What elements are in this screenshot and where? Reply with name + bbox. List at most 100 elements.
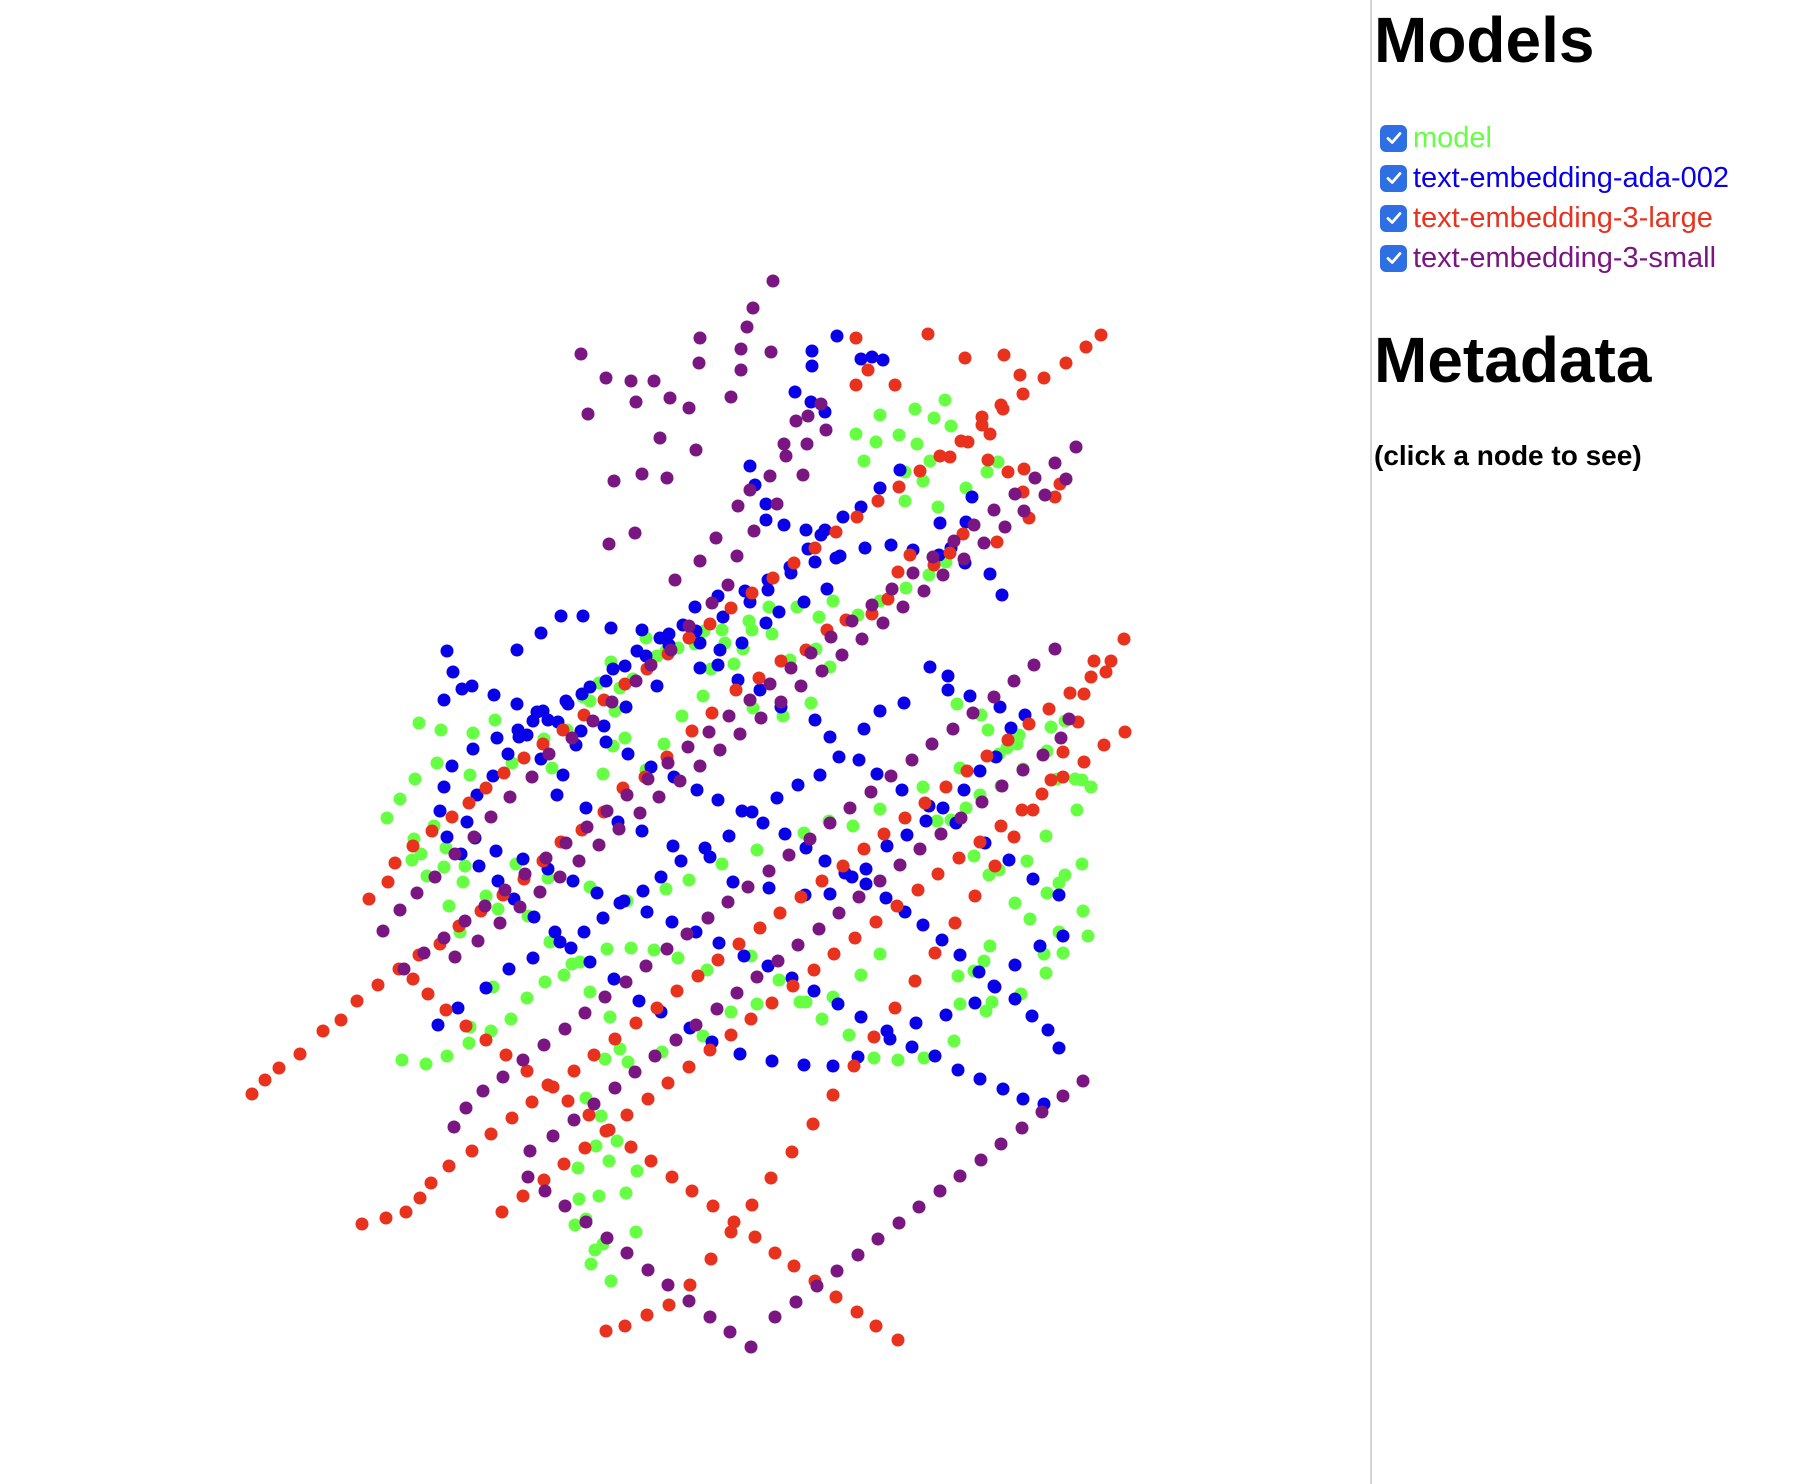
point-text-embedding-3-small[interactable]	[936, 568, 950, 582]
point-model[interactable]	[815, 1012, 829, 1026]
point-text-embedding-ada-002[interactable]	[823, 887, 837, 901]
point-text-embedding-3-small[interactable]	[410, 886, 424, 900]
point-text-embedding-ada-002[interactable]	[510, 643, 524, 657]
point-text-embedding-3-large[interactable]	[871, 494, 885, 508]
model-toggle-model[interactable]: model	[1380, 118, 1729, 158]
point-text-embedding-ada-002[interactable]	[737, 949, 751, 963]
point-text-embedding-3-large[interactable]	[505, 1111, 519, 1125]
point-text-embedding-3-small[interactable]	[912, 1200, 926, 1214]
point-text-embedding-ada-002[interactable]	[666, 839, 680, 853]
point-text-embedding-ada-002[interactable]	[527, 910, 541, 924]
point-text-embedding-ada-002[interactable]	[446, 665, 460, 679]
point-text-embedding-3-small[interactable]	[546, 1129, 560, 1143]
point-text-embedding-ada-002[interactable]	[693, 661, 707, 675]
point-text-embedding-3-large[interactable]	[861, 363, 875, 377]
point-text-embedding-ada-002[interactable]	[762, 881, 776, 895]
point-text-embedding-ada-002[interactable]	[1025, 1009, 1039, 1023]
point-text-embedding-3-small[interactable]	[628, 526, 642, 540]
point-text-embedding-3-small[interactable]	[393, 903, 407, 917]
point-text-embedding-3-large[interactable]	[516, 1189, 530, 1203]
point-text-embedding-3-small[interactable]	[987, 690, 1001, 704]
point-text-embedding-ada-002[interactable]	[713, 643, 727, 657]
point-text-embedding-3-small[interactable]	[484, 810, 498, 824]
point-text-embedding-3-large[interactable]	[682, 1060, 696, 1074]
point-text-embedding-3-small[interactable]	[796, 468, 810, 482]
point-text-embedding-3-small[interactable]	[994, 1137, 1008, 1151]
point-text-embedding-3-small[interactable]	[987, 503, 1001, 517]
point-text-embedding-3-small[interactable]	[832, 906, 846, 920]
point-text-embedding-3-small[interactable]	[947, 534, 961, 548]
point-text-embedding-ada-002[interactable]	[1008, 992, 1022, 1006]
point-text-embedding-3-large[interactable]	[1048, 490, 1062, 504]
point-text-embedding-3-small[interactable]	[1076, 1074, 1090, 1088]
point-text-embedding-3-small[interactable]	[693, 331, 707, 345]
point-text-embedding-3-small[interactable]	[763, 677, 777, 691]
point-text-embedding-3-small[interactable]	[967, 518, 981, 532]
point-text-embedding-ada-002[interactable]	[530, 705, 544, 719]
point-text-embedding-3-small[interactable]	[586, 714, 600, 728]
point-text-embedding-3-large[interactable]	[561, 1094, 575, 1108]
point-text-embedding-3-small[interactable]	[1048, 642, 1062, 656]
point-text-embedding-ada-002[interactable]	[1052, 1041, 1066, 1055]
point-text-embedding-ada-002[interactable]	[1026, 872, 1040, 886]
point-text-embedding-3-large[interactable]	[618, 677, 632, 691]
point-text-embedding-ada-002[interactable]	[733, 1047, 747, 1061]
point-text-embedding-ada-002[interactable]	[583, 680, 597, 694]
point-text-embedding-3-small[interactable]	[669, 1033, 683, 1047]
point-text-embedding-3-large[interactable]	[933, 449, 947, 463]
point-text-embedding-3-small[interactable]	[660, 942, 674, 956]
point-text-embedding-3-large[interactable]	[459, 1019, 473, 1033]
point-text-embedding-3-large[interactable]	[773, 906, 787, 920]
point-text-embedding-ada-002[interactable]	[726, 875, 740, 889]
point-model[interactable]	[985, 995, 999, 1009]
point-text-embedding-ada-002[interactable]	[895, 783, 909, 797]
point-text-embedding-3-small[interactable]	[876, 616, 890, 630]
point-text-embedding-3-large[interactable]	[499, 1048, 513, 1062]
point-text-embedding-ada-002[interactable]	[556, 768, 570, 782]
point-text-embedding-ada-002[interactable]	[564, 941, 578, 955]
point-model[interactable]	[380, 811, 394, 825]
point-text-embedding-3-large[interactable]	[764, 1171, 778, 1185]
point-model[interactable]	[927, 411, 941, 425]
point-text-embedding-3-large[interactable]	[1042, 702, 1056, 716]
point-text-embedding-ada-002[interactable]	[808, 713, 822, 727]
point-text-embedding-3-small[interactable]	[558, 1022, 572, 1036]
point-text-embedding-3-large[interactable]	[624, 1140, 638, 1154]
point-text-embedding-ada-002[interactable]	[745, 805, 759, 819]
point-text-embedding-3-small[interactable]	[819, 423, 833, 437]
point-text-embedding-3-small[interactable]	[653, 431, 667, 445]
point-model[interactable]	[545, 761, 559, 775]
point-text-embedding-ada-002[interactable]	[548, 925, 562, 939]
point-text-embedding-ada-002[interactable]	[831, 997, 845, 1011]
point-text-embedding-3-large[interactable]	[445, 810, 459, 824]
point-text-embedding-3-large[interactable]	[587, 1048, 601, 1062]
point-model[interactable]	[657, 737, 671, 751]
point-text-embedding-3-small[interactable]	[747, 524, 761, 538]
point-text-embedding-3-large[interactable]	[462, 796, 476, 810]
point-text-embedding-3-large[interactable]	[948, 916, 962, 930]
point-text-embedding-3-large[interactable]	[620, 1108, 634, 1122]
point-text-embedding-3-large[interactable]	[732, 937, 746, 951]
point-text-embedding-ada-002[interactable]	[823, 730, 837, 744]
point-text-embedding-3-small[interactable]	[1062, 712, 1076, 726]
point-text-embedding-3-large[interactable]	[857, 842, 871, 856]
point-model[interactable]	[931, 500, 945, 514]
point-text-embedding-3-small[interactable]	[835, 648, 849, 662]
point-text-embedding-3-large[interactable]	[1077, 755, 1091, 769]
point-text-embedding-3-large[interactable]	[748, 1230, 762, 1244]
point-text-embedding-3-small[interactable]	[995, 779, 1009, 793]
point-text-embedding-3-large[interactable]	[442, 1159, 456, 1173]
point-text-embedding-3-large[interactable]	[439, 1003, 453, 1017]
point-model[interactable]	[491, 902, 505, 916]
point-text-embedding-3-large[interactable]	[379, 1211, 393, 1225]
point-text-embedding-ada-002[interactable]	[455, 682, 469, 696]
point-model[interactable]	[456, 875, 470, 889]
point-text-embedding-3-small[interactable]	[791, 938, 805, 952]
point-model[interactable]	[983, 939, 997, 953]
point-text-embedding-3-small[interactable]	[710, 1002, 724, 1016]
point-text-embedding-3-large[interactable]	[557, 1157, 571, 1171]
point-model[interactable]	[624, 941, 638, 955]
point-text-embedding-3-small[interactable]	[998, 520, 1012, 534]
point-text-embedding-3-small[interactable]	[896, 600, 910, 614]
point-text-embedding-3-large[interactable]	[1026, 803, 1040, 817]
